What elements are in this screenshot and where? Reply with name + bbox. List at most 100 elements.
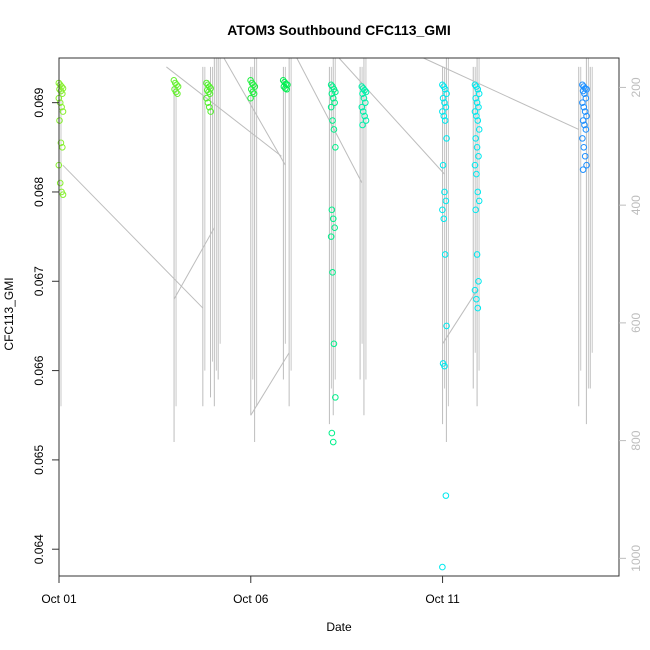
transit-line	[442, 289, 478, 345]
plot-frame	[58, 57, 620, 577]
data-point	[439, 563, 446, 571]
data-point	[329, 117, 336, 124]
data-point	[473, 144, 481, 151]
data-point	[204, 99, 212, 106]
data-point	[582, 94, 590, 102]
data-point	[329, 269, 336, 276]
data-point	[56, 179, 64, 187]
data-point	[247, 94, 254, 102]
data-point	[205, 88, 212, 96]
data-point	[441, 188, 448, 196]
data-point	[358, 103, 366, 111]
data-point	[59, 90, 66, 98]
data-point	[361, 86, 368, 94]
data-point	[56, 117, 63, 124]
data-point	[475, 126, 483, 133]
y-axis-label: CFC113_GMI	[2, 277, 16, 350]
data-point	[580, 144, 588, 151]
data-point	[249, 88, 256, 96]
data-point	[442, 492, 450, 499]
data-point	[328, 90, 336, 98]
x-tick-label: Oct 06	[233, 592, 269, 606]
data-point	[328, 206, 336, 214]
data-point	[475, 103, 482, 111]
data-point	[440, 215, 448, 223]
data-point	[329, 215, 337, 223]
data-point	[439, 94, 447, 102]
data-point	[471, 108, 479, 115]
y2-tick-label: 800	[629, 430, 643, 450]
data-point	[583, 161, 590, 169]
data-point	[360, 94, 368, 102]
y-tick-label: 0.066	[32, 355, 46, 385]
data-point	[580, 103, 588, 111]
data-point	[443, 90, 450, 98]
data-point	[57, 139, 65, 147]
data-point	[443, 135, 450, 142]
data-point	[474, 85, 482, 93]
data-point	[205, 103, 213, 111]
data-point	[582, 126, 590, 133]
data-point	[442, 103, 450, 111]
data-point	[362, 99, 369, 106]
data-point	[328, 429, 336, 437]
y-tick-label: 0.064	[32, 534, 46, 564]
data-point	[172, 88, 180, 96]
data-point	[329, 94, 337, 102]
data-point	[441, 85, 449, 93]
data-point	[59, 191, 67, 198]
data-point	[359, 90, 366, 98]
data-point	[473, 170, 480, 178]
data-point	[282, 85, 289, 92]
data-point	[474, 188, 482, 196]
data-point	[439, 161, 447, 169]
data-point	[330, 340, 338, 348]
data-point	[441, 362, 448, 370]
transit-line	[62, 164, 204, 309]
data-point	[59, 144, 66, 151]
data-point	[206, 90, 214, 98]
data-point	[359, 108, 367, 115]
data-point	[440, 112, 448, 120]
data-point	[579, 99, 586, 106]
data-point	[283, 85, 291, 93]
data-point	[472, 94, 479, 102]
y2-tick-label: 1000	[629, 545, 643, 572]
data-point	[441, 99, 448, 106]
data-point	[330, 126, 338, 133]
data-point	[332, 394, 339, 401]
data-point	[443, 322, 450, 330]
data-point	[203, 94, 210, 102]
data-point	[439, 108, 446, 115]
data-point	[475, 90, 483, 98]
y2-tick-label: 200	[629, 77, 643, 97]
y-tick-label: 0.068	[32, 177, 46, 207]
data-point	[581, 121, 588, 129]
transit-line	[250, 352, 290, 416]
data-point	[581, 152, 589, 160]
chart-title: ATOM3 Southbound CFC113_GMI	[227, 22, 451, 38]
data-point	[475, 152, 482, 160]
data-point	[581, 108, 589, 115]
data-point	[332, 88, 339, 96]
data-point	[361, 112, 368, 120]
data-point	[583, 112, 590, 120]
y-tick-label: 0.067	[32, 266, 46, 296]
data-point	[331, 224, 338, 231]
data-points	[55, 77, 590, 571]
data-point	[474, 304, 482, 312]
data-point	[207, 108, 214, 115]
profile-lines	[58, 57, 593, 443]
y-tick-label: 0.065	[32, 445, 46, 475]
data-point	[441, 117, 449, 124]
data-point	[439, 206, 446, 214]
data-point	[473, 295, 480, 303]
data-point	[474, 117, 482, 124]
data-point	[329, 438, 337, 446]
axes: Oct 01 Oct 06 Oct 11 0.064 0.065 0.066 0.067 0.…	[32, 77, 643, 606]
data-point	[250, 90, 258, 98]
data-point	[473, 99, 481, 106]
data-point	[473, 251, 481, 258]
data-point	[327, 233, 335, 240]
y2-tick-label: 600	[629, 313, 643, 333]
